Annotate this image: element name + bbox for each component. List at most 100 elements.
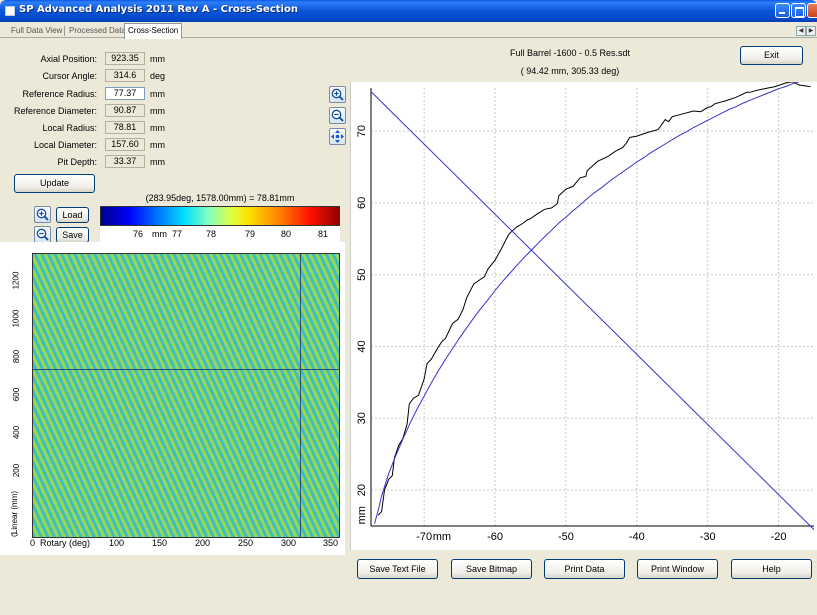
plot-pan-button[interactable] (329, 128, 346, 145)
heatmap-xtick: 0 (30, 538, 36, 548)
heatmap-cursor-horizontal[interactable] (33, 369, 339, 370)
print-data-button[interactable]: Print Data (544, 559, 625, 579)
heatmap-image[interactable] (32, 253, 340, 538)
maximize-button[interactable] (791, 3, 806, 18)
heatmap-ytick: 400 (12, 425, 22, 440)
colorbar-tick-label: 77 (172, 229, 183, 239)
heatmap-ylabel: Linear (mm) (10, 490, 20, 535)
cursor-angle-line (370, 91, 815, 530)
plot-coord-readout: ( 94.42 mm, 305.33 deg) (520, 66, 620, 76)
colorbar-tick-label: 80 (281, 229, 292, 239)
save-text-file-button[interactable]: Save Text File (357, 559, 438, 579)
plot-ytick-label: 70 (356, 125, 368, 137)
load-button[interactable]: Load (56, 207, 89, 223)
save-bitmap-button[interactable]: Save Bitmap (451, 559, 532, 579)
plot-zoom-out-button[interactable] (329, 107, 346, 124)
plot-xtick-label: -60 (487, 531, 503, 543)
print-window-button[interactable]: Print Window (637, 559, 718, 579)
reference-diameter-label: Reference Diameter: (13, 106, 97, 116)
zoom-in-icon (36, 208, 49, 221)
plot-ylabel: mm (356, 506, 368, 524)
local-radius-unit: mm (150, 123, 165, 133)
tab-scroll-left-icon[interactable]: ◀ (796, 26, 806, 36)
heatmap-ytick: 1200 (11, 271, 21, 290)
local-diameter-value: 157.60 (105, 138, 145, 151)
save-button[interactable]: Save (56, 227, 89, 243)
plot-xtick-label: -30 (700, 531, 716, 543)
pit-depth-value: 33.37 (105, 155, 145, 168)
plot-xtick-label: -40 (629, 531, 645, 543)
tab-full-data-view[interactable]: Full Data View (11, 26, 63, 35)
heatmap-xtick: 300 (281, 538, 297, 548)
plot-xlabel: mm (433, 531, 451, 543)
local-radius-value: 78.81 (105, 121, 145, 134)
colorbar-zoom-in-button[interactable] (34, 206, 51, 223)
tab-cross-section[interactable]: Cross-Section (124, 23, 183, 39)
close-button[interactable] (807, 3, 817, 18)
plot-xtick-label: -50 (558, 531, 574, 543)
heatmap-xtick: 200 (195, 538, 211, 548)
cross-section-plot-panel: -70 -60 -50 -40 -30 -20 mm 20 30 40 50 60 70 mm (350, 76, 817, 550)
tab-scroll-arrows: ◀ ▶ (796, 26, 817, 36)
tab-separator (64, 26, 65, 36)
tab-scroll-right-icon[interactable]: ▶ (806, 26, 816, 36)
update-button[interactable]: Update (14, 174, 95, 193)
cursor-angle-label: Cursor Angle: (42, 71, 97, 81)
plot-xtick-label: -20 (771, 531, 787, 543)
heatmap-ytick: 800 (12, 349, 22, 364)
plot-ytick-label: 50 (356, 269, 368, 281)
local-diameter-label: Local Diameter: (33, 140, 97, 150)
pan-arrows-icon (331, 130, 344, 143)
pit-depth-label: Pit Depth: (57, 157, 97, 167)
measured-profile-line (377, 80, 811, 516)
heatmap-cursor-vertical[interactable] (300, 254, 301, 537)
colorbar-caption: (283.95deg, 1578.00mm) = 78.81mm (145, 193, 295, 203)
local-radius-label: Local Radius: (42, 123, 97, 133)
zoom-in-icon (331, 88, 344, 101)
exit-button[interactable]: Exit (740, 46, 803, 65)
reference-diameter-unit: mm (150, 106, 165, 116)
heatmap-xtick: 250 (238, 538, 254, 548)
colorbar-tick-label: 78 (206, 229, 217, 239)
axial-position-label: Axial Position: (40, 54, 97, 64)
plot-ytick-label: 60 (356, 197, 368, 209)
heatmap-ytick: 1000 (11, 309, 21, 328)
cursor-angle-value: 314.6 (105, 69, 145, 82)
cross-section-plot[interactable]: -70 -60 -50 -40 -30 -20 mm 20 30 40 50 60 70 mm (351, 76, 817, 550)
reference-radius-input[interactable]: 77.37 (105, 87, 145, 100)
reference-arc-line (374, 76, 815, 524)
colorbar-ticks: 76 mm 77 78 79 80 81 (100, 226, 340, 242)
help-button[interactable]: Help (731, 559, 812, 579)
plot-ytick-label: 20 (356, 484, 368, 496)
plot-zoom-in-button[interactable] (329, 86, 346, 103)
reference-radius-unit: mm (150, 89, 165, 99)
colorbar-unit-label: mm (152, 229, 167, 239)
app-icon (5, 6, 15, 16)
minimize-button[interactable] (775, 3, 790, 18)
pit-depth-unit: mm (150, 157, 165, 167)
heatmap-xlabel: Rotary (deg) (40, 538, 91, 548)
colorbar-gradient (100, 206, 340, 226)
reference-radius-label: Reference Radius: (22, 89, 97, 99)
reference-diameter-value: 90.87 (105, 104, 145, 117)
tab-strip: Full Data View Processed Data Cross-Sect… (0, 22, 817, 39)
axial-position-value: 923.35 (105, 52, 145, 65)
colorbar-zoom-out-button[interactable] (34, 226, 51, 243)
heatmap-ytick: 200 (12, 463, 22, 478)
colorbar-tick-label: 76 (133, 229, 144, 239)
tab-processed-data[interactable]: Processed Data (69, 26, 126, 35)
cursor-angle-unit: deg (150, 71, 166, 81)
local-diameter-unit: mm (150, 140, 165, 150)
heatmap-xtick: 150 (152, 538, 168, 548)
axial-position-unit: mm (150, 54, 165, 64)
heatmap-xtick: 100 (109, 538, 125, 548)
heatmap-ytick: 600 (12, 387, 22, 402)
colorbar-tick-label: 79 (245, 229, 256, 239)
zoom-out-icon (331, 109, 344, 122)
title-bar[interactable]: SP Advanced Analysis 2011 Rev A - Cross-… (0, 0, 817, 22)
zoom-out-icon (36, 228, 49, 241)
plot-file-title: Full Barrel -1600 - 0.5 Res.sdt (509, 48, 631, 58)
heatmap-xtick: 350 (323, 538, 339, 548)
plot-xtick-label: -70 (416, 531, 432, 543)
plot-ytick-label: 40 (356, 340, 368, 352)
